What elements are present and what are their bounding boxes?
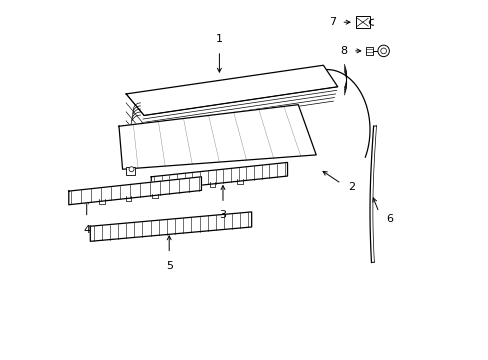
Text: 5: 5 [165, 261, 172, 271]
Circle shape [129, 167, 134, 172]
Text: 2: 2 [348, 182, 355, 192]
Polygon shape [90, 212, 251, 241]
Polygon shape [119, 105, 316, 169]
Text: 3: 3 [219, 211, 226, 220]
Text: 8: 8 [340, 46, 347, 56]
Polygon shape [126, 65, 337, 116]
Text: 1: 1 [216, 34, 223, 44]
Bar [366, 46, 372, 55]
Text: 4: 4 [83, 225, 90, 235]
Polygon shape [151, 162, 287, 190]
Circle shape [377, 45, 388, 57]
Circle shape [380, 48, 386, 54]
FancyBboxPatch shape [355, 17, 369, 28]
Polygon shape [69, 177, 201, 205]
Bar [126, 167, 135, 175]
Text: 7: 7 [328, 17, 335, 27]
Text: 6: 6 [386, 215, 392, 224]
